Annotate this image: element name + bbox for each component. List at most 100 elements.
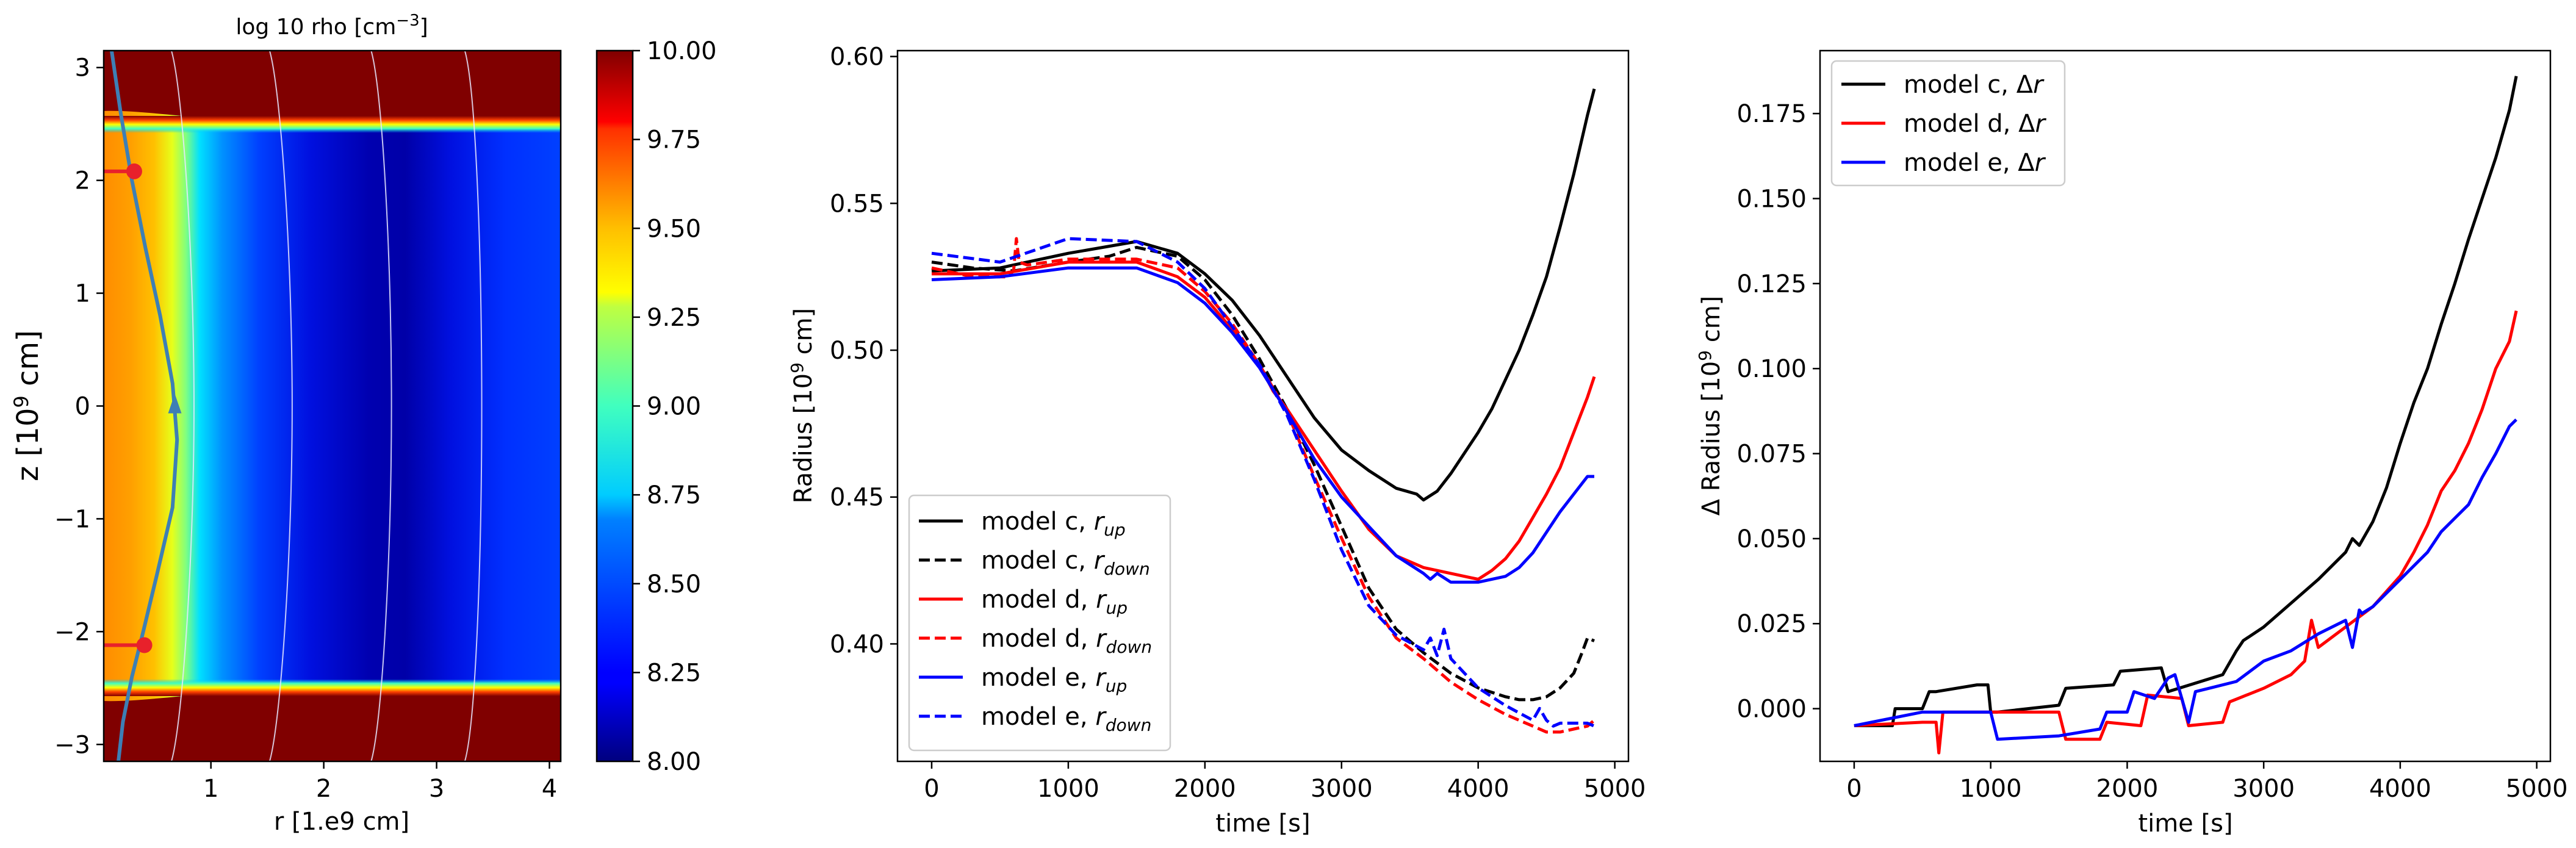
radius-legend-label: model e, rup (981, 664, 1127, 696)
radius-legend: model c, rup model c, rdown model d, rup mo… (908, 494, 1171, 752)
radius-x-tick-label: 5000 (1584, 775, 1646, 803)
delta-radius-legend: model c, Δr model d, Δr model e, Δr (1830, 60, 2066, 187)
density-map-y-tick-label: 2 (75, 167, 90, 195)
density-map-panel: log 10 rho [cm−3] 1 2 3 4 −3 −2 −1 0 1 2 3 r [1.e… (10, 12, 717, 836)
delta-radius-legend-box (1830, 60, 2066, 187)
delta-radius-x-tick-label: 2000 (2096, 775, 2159, 803)
delta-radius-series-line (1854, 76, 2518, 727)
radius-series-line (931, 237, 1595, 728)
density-contour-line (171, 51, 195, 761)
radius-x-tick-label: 3000 (1311, 775, 1373, 803)
density-map-y-tick-label: 3 (75, 54, 90, 82)
radius-series (931, 88, 1596, 734)
delta-radius-x-tick-label: 1000 (1960, 775, 2022, 803)
density-map-y-tick-label: 1 (75, 280, 90, 308)
delta-radius-panel: 0 1000 2000 3000 4000 5000 0.0000.0250.0500.0… (1695, 49, 2568, 838)
colorbar-tick-label: 9.75 (647, 126, 701, 154)
radius-x-label: time [s] (1215, 810, 1310, 838)
radius-y-ticks: 0.40 0.45 0.50 0.55 0.60 (830, 43, 898, 658)
delta-radius-legend-label: model e, Δr (1904, 149, 2046, 177)
delta-radius-x-tick-label: 4000 (2369, 775, 2431, 803)
delta-radius-series-line (1854, 419, 2517, 741)
delta-radius-legend-label: model d, Δr (1904, 110, 2046, 138)
delta-radius-x-tick-label: 5000 (2506, 775, 2568, 803)
radius-x-tick-label: 2000 (1174, 775, 1236, 803)
delta-radius-y-ticks: 0.000 0.025 0.050 0.075 0.100 0.125 0.150 0.175 (1736, 100, 1820, 724)
radius-legend-label: model e, rdown (981, 703, 1151, 735)
density-contour-line (370, 51, 392, 761)
radius-panel: 0 1000 2000 3000 4000 5000 0.400.450.500.550.… (787, 43, 1646, 838)
delta-radius-y-tick-label: 0.050 (1736, 525, 1807, 553)
colorbar-tick-label: 9.00 (647, 393, 701, 421)
colorbar-tick-label: 8.25 (647, 659, 701, 687)
density-map-y-tick-label: −1 (54, 505, 90, 533)
disk-lower-edge (104, 679, 561, 697)
radius-frame (896, 49, 1630, 763)
delta-radius-y-tick-label: 0.125 (1736, 270, 1807, 298)
density-map-y-tick-label: −3 (54, 731, 90, 759)
radius-x-tick-label: 4000 (1447, 775, 1509, 803)
density-contour-line (464, 51, 483, 761)
density-map-x-tick-label: 1 (203, 775, 218, 803)
radius-y-tick-label: 0.60 (830, 43, 884, 71)
disk-upper-edge (104, 115, 561, 133)
radius-legend-box (908, 494, 1171, 752)
delta-radius-y-tick-label: 0.000 (1736, 695, 1807, 724)
colorbar-tick-label: 8.50 (647, 570, 701, 598)
trajectory-markers (104, 163, 153, 653)
delta-radius-legend-label: model c, Δr (1904, 71, 2045, 99)
density-map-y-tick-label: −2 (54, 618, 90, 646)
radius-x-ticks: 0 1000 2000 3000 4000 5000 (924, 761, 1646, 803)
density-contour-line (268, 51, 293, 761)
colorbar-tick-label: 8.00 (647, 748, 701, 776)
colorbar-tick-label: 8.75 (647, 481, 701, 509)
radius-series-line (931, 266, 1594, 584)
delta-radius-frame (1819, 49, 2552, 763)
delta-radius-y-tick-label: 0.150 (1736, 185, 1807, 213)
colorbar-tick-label: 9.50 (647, 215, 701, 243)
density-map-x-tick-label: 4 (542, 775, 557, 803)
density-map-x-tick-label: 2 (316, 775, 331, 803)
colorbar-ticks: 8.00 8.25 8.50 8.75 9.00 9.25 9.50 9.75 10.00 (633, 37, 717, 776)
colorbar-tick-label: 9.25 (647, 304, 701, 332)
trajectory-marker (136, 637, 153, 653)
trajectory-arrow (168, 393, 182, 414)
radius-y-tick-label: 0.50 (830, 337, 884, 365)
radius-legend-label: model d, rdown (981, 625, 1152, 657)
density-map-x-ticks: 1 2 3 4 (203, 761, 557, 803)
delta-radius-y-tick-label: 0.025 (1736, 610, 1807, 638)
radius-legend-label: model d, rup (981, 586, 1128, 618)
delta-radius-x-tick-label: 0 (1846, 775, 1862, 803)
density-map-y-tick-label: 0 (75, 393, 90, 421)
radius-x-tick-label: 0 (924, 775, 939, 803)
delta-radius-y-tick-label: 0.175 (1736, 100, 1807, 128)
density-map-x-tick-label: 3 (429, 775, 444, 803)
radius-y-tick-label: 0.45 (830, 484, 884, 512)
radius-y-tick-label: 0.40 (830, 630, 884, 658)
delta-radius-series (1854, 76, 2518, 755)
density-map-title: log 10 rho [cm−3] (236, 12, 428, 40)
radius-legend-label: model c, rup (981, 508, 1126, 540)
delta-radius-x-ticks: 0 1000 2000 3000 4000 5000 (1846, 761, 2568, 803)
delta-radius-y-label: Δ Radius [109 cm] (1695, 296, 1725, 516)
density-map-x-label: r [1.e9 cm] (274, 808, 409, 836)
delta-radius-x-tick-label: 3000 (2232, 775, 2295, 803)
density-map-y-label: z [109 cm] (10, 330, 45, 481)
radius-series-line (931, 246, 1595, 702)
colorbar (595, 49, 634, 763)
delta-radius-y-tick-label: 0.075 (1736, 440, 1807, 469)
radius-legend-label: model c, rdown (981, 547, 1150, 579)
radius-series-line (931, 88, 1596, 501)
colorbar-tick-label: 10.00 (647, 37, 717, 65)
density-contours (171, 51, 483, 761)
delta-radius-y-tick-label: 0.100 (1736, 355, 1807, 383)
trajectory-line (109, 51, 179, 761)
delta-radius-x-label: time [s] (2138, 810, 2232, 838)
density-map-disk (104, 110, 561, 702)
radius-y-tick-label: 0.55 (830, 190, 884, 218)
density-map-y-ticks: −3 −2 −1 0 1 2 3 (54, 54, 104, 759)
radius-x-tick-label: 1000 (1037, 775, 1099, 803)
trajectory-marker (126, 163, 142, 179)
radius-series-line (931, 237, 1596, 734)
